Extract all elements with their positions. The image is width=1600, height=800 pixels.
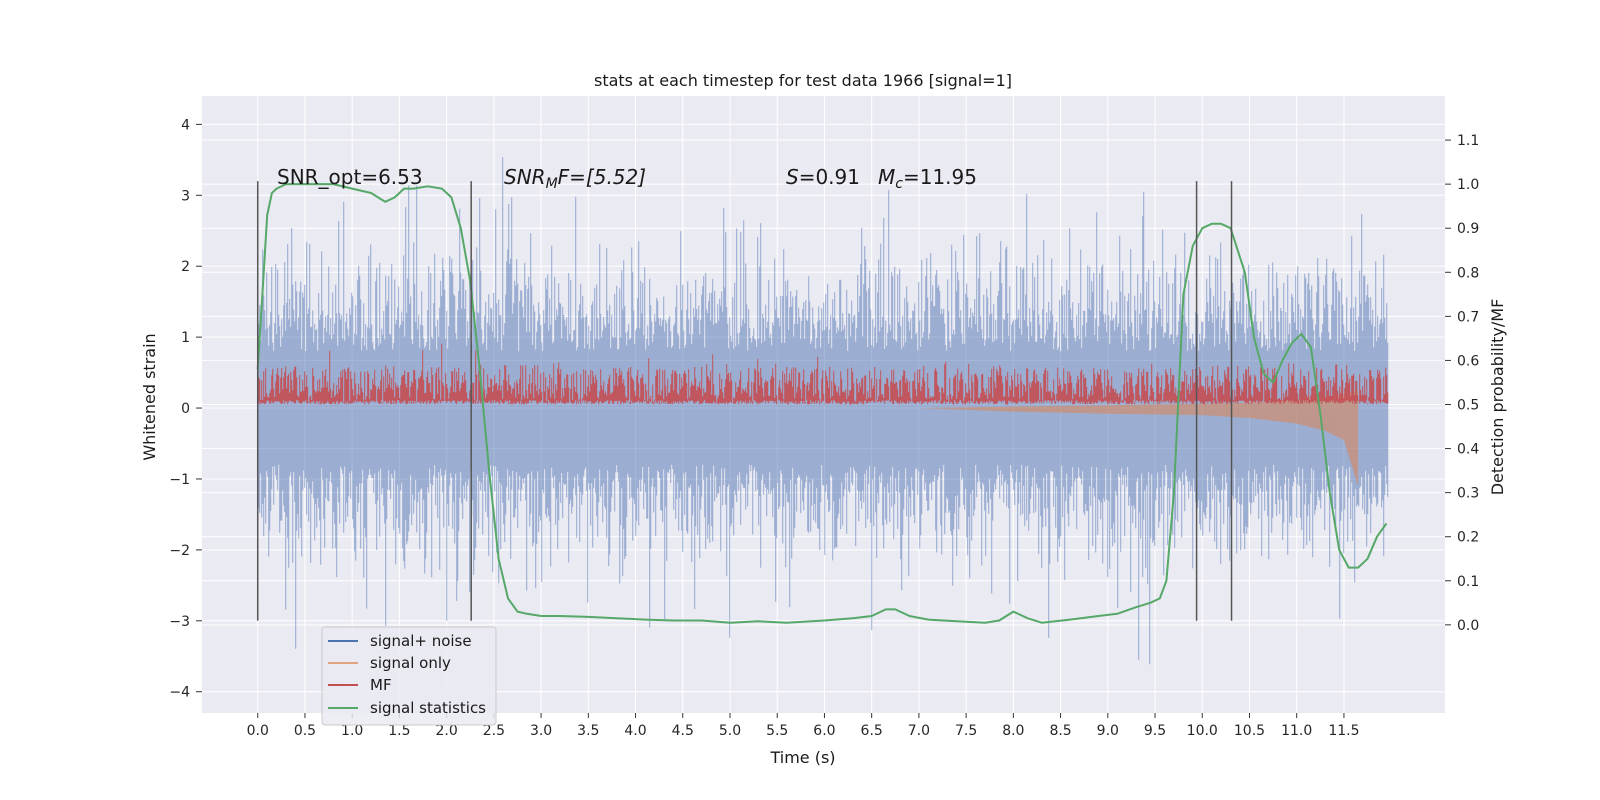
x-tick-label: 5.5 — [766, 723, 788, 739]
y-right-tick-label: 0.0 — [1457, 618, 1479, 634]
annotation-snr-subscript: M — [546, 176, 558, 192]
x-tick-label: 6.0 — [813, 723, 835, 739]
x-tick-label: 9.0 — [1097, 723, 1119, 739]
y-tick-label: 2 — [181, 259, 190, 275]
y-tick-label: 1 — [181, 330, 190, 346]
x-tick-label: 1.5 — [388, 723, 410, 739]
annotation-s-symbol: S — [786, 165, 799, 189]
vertical-markers — [256, 181, 1233, 621]
x-tick-label: 7.5 — [955, 723, 977, 739]
x-tick-label: 6.5 — [861, 723, 883, 739]
annotation-s-value: =0.91 — [799, 165, 860, 189]
y-axis-right: 0.0 0.1 0.2 0.3 0.4 0.5 0.6 0.7 0.8 0.9 1.0 1.1 — [1445, 133, 1479, 634]
x-tick-label: 7.0 — [908, 723, 930, 739]
annotation-mc-subscript: c — [895, 176, 903, 192]
x-tick-label: 4.0 — [624, 723, 646, 739]
legend-label-signal-statistics: signal statistics — [370, 699, 486, 717]
x-axis: 0.0 0.5 1.0 1.5 2.0 2.5 3.0 3.5 4.0 4.5 5.0 5.5 6.0 6… — [247, 713, 1360, 739]
y-axis-left: −4 −3 −2 −1 0 1 2 3 4 — [169, 117, 202, 701]
x-tick-label: 0.5 — [294, 723, 316, 739]
x-tick-label: 3.5 — [577, 723, 599, 739]
y-right-tick-label: 0.3 — [1457, 486, 1479, 502]
legend: signal+ noise signal only MF signal stat… — [321, 626, 497, 726]
y-tick-label: −2 — [169, 543, 190, 559]
legend-item-signal-statistics: signal statistics — [328, 699, 486, 717]
y-right-tick-label: 0.5 — [1457, 398, 1479, 414]
y-right-axis-label: Detection probability/MF — [1488, 299, 1507, 496]
legend-item-signal-only: signal only — [328, 654, 451, 672]
y-right-tick-label: 1.1 — [1457, 133, 1479, 149]
annotation-snr-symbol: SNR — [504, 165, 546, 189]
y-tick-label: 3 — [181, 188, 190, 204]
x-tick-label: 8.0 — [1002, 723, 1024, 739]
annotation-snr-opt: SNR_opt=6.53 — [277, 165, 423, 189]
annotation-snr-mf: SNRMF=[5.52] — [504, 165, 646, 192]
series-signal-statistics — [256, 183, 1388, 624]
x-tick-label: 8.5 — [1049, 723, 1071, 739]
legend-box — [321, 626, 497, 726]
y-tick-label: −1 — [169, 472, 190, 488]
annotation-snr-mf-value: F=[5.52] — [558, 165, 646, 189]
y-tick-label: 0 — [181, 401, 190, 417]
y-right-tick-label: 0.6 — [1457, 353, 1479, 369]
chart-title: stats at each timestep for test data 196… — [594, 71, 1012, 90]
legend-label-mf: MF — [370, 676, 392, 694]
y-tick-label: −3 — [169, 614, 190, 630]
x-tick-label: 3.0 — [530, 723, 552, 739]
x-tick-label: 1.0 — [341, 723, 363, 739]
signal-statistics-line — [256, 183, 1388, 624]
x-tick-label: 2.0 — [436, 723, 458, 739]
annotation-mc-symbol: M — [878, 165, 895, 189]
legend-label-signal-noise: signal+ noise — [370, 632, 472, 650]
y-right-tick-label: 0.2 — [1457, 530, 1479, 546]
x-tick-label: 11.0 — [1281, 723, 1312, 739]
plot-area: 0.0 0.5 1.0 1.5 2.0 2.5 3.0 3.5 4.0 4.5 5.0 5.5 6.0 6… — [169, 96, 1479, 739]
y-right-tick-label: 1.0 — [1457, 177, 1479, 193]
x-tick-label: 11.5 — [1328, 723, 1359, 739]
x-tick-label: 4.5 — [672, 723, 694, 739]
x-tick-label: 0.0 — [247, 723, 269, 739]
annotations: SNR_opt=6.53 SNRMF=[5.52] S=0.91 Mc=11.95 — [277, 165, 977, 192]
y-tick-label: −4 — [169, 685, 190, 701]
x-axis-label: Time (s) — [769, 748, 835, 767]
y-right-tick-label: 0.8 — [1457, 265, 1479, 281]
y-tick-label: 4 — [181, 117, 190, 133]
y-axis-label: Whitened strain — [140, 333, 159, 460]
annotation-s-mc: S=0.91 Mc=11.95 — [786, 165, 977, 192]
x-tick-label: 5.0 — [719, 723, 741, 739]
x-tick-label: 10.5 — [1234, 723, 1265, 739]
x-tick-label: 2.5 — [483, 723, 505, 739]
x-tick-label: 9.5 — [1144, 723, 1166, 739]
legend-label-signal-only: signal only — [370, 654, 451, 672]
series-signal-only — [918, 390, 1359, 487]
y-right-tick-label: 0.7 — [1457, 309, 1479, 325]
legend-item-signal-noise: signal+ noise — [328, 632, 472, 650]
signal-only-envelope — [918, 390, 1359, 487]
annotation-mc-value: =11.95 — [903, 165, 977, 189]
y-right-tick-label: 0.9 — [1457, 221, 1479, 237]
x-tick-label: 10.0 — [1187, 723, 1218, 739]
legend-item-mf: MF — [328, 676, 392, 694]
y-right-tick-label: 0.1 — [1457, 574, 1479, 590]
y-right-tick-label: 0.4 — [1457, 442, 1479, 458]
